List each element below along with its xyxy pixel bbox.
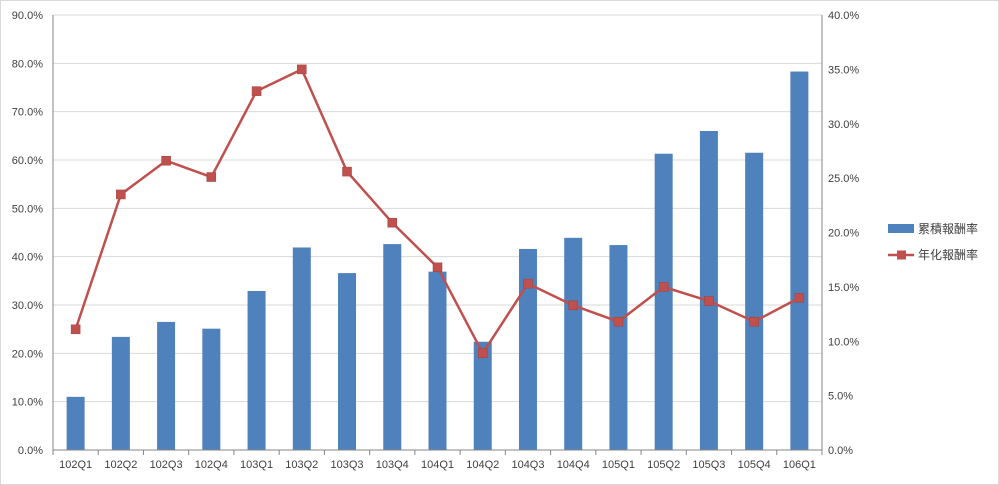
y-left-tick-label: 20.0% [12, 348, 43, 360]
y-left-tick-label: 80.0% [12, 58, 43, 70]
line-point [749, 316, 759, 327]
y-left-tick-label: 10.0% [12, 397, 43, 409]
x-tick-label: 103Q2 [285, 459, 318, 471]
line-point [704, 296, 714, 306]
y-right-tick-label: 15.0% [828, 282, 859, 294]
x-tick-label: 102Q3 [150, 459, 183, 471]
line-point [116, 189, 126, 200]
bar-series [66, 71, 809, 451]
x-tick-label: 103Q4 [376, 459, 409, 471]
line-point [161, 155, 171, 166]
bar [428, 271, 447, 450]
y-right-tick-label: 30.0% [828, 119, 859, 131]
y-left-tick-label: 40.0% [12, 252, 43, 264]
bar [338, 273, 357, 450]
y-right-tick-label: 0.0% [828, 445, 853, 457]
y-right-tick-label: 20.0% [828, 228, 859, 240]
line-point [251, 86, 262, 96]
y-right-tick-label: 40.0% [828, 10, 859, 22]
bar [609, 245, 628, 450]
bar [699, 131, 718, 450]
axes: 0.0% 10.0% 20.0% 30.0% 40.0% 50.0% 60.0% 70.0% 8… [12, 10, 860, 471]
x-tick-label: 104Q4 [557, 459, 590, 471]
x-tick-label: 104Q2 [466, 459, 499, 471]
x-tick-label: 104Q3 [511, 459, 544, 471]
y-right-tick-label: 25.0% [828, 173, 859, 185]
x-tick-label: 102Q2 [104, 459, 137, 471]
y-left-tick-label: 60.0% [12, 155, 43, 167]
x-tick-label: 105Q1 [602, 459, 635, 471]
bar [564, 237, 583, 450]
legend-swatch-bar [888, 224, 914, 233]
bar [473, 341, 492, 450]
bar [202, 328, 221, 450]
legend-label: 年化報酬率 [918, 247, 978, 262]
y-right-tick-label: 5.0% [828, 391, 853, 403]
bar [292, 247, 311, 450]
line-point [206, 172, 217, 182]
bar [66, 396, 85, 450]
legend-label: 累積報酬率 [918, 221, 978, 236]
x-tick-label: 102Q1 [59, 459, 92, 471]
line-series [70, 64, 805, 358]
y-left-tick-label: 50.0% [12, 203, 43, 215]
x-tick-label: 105Q2 [647, 459, 680, 471]
legend-swatch-marker [897, 250, 906, 260]
x-tick-label: 104Q1 [421, 459, 454, 471]
x-tick-label: 106Q1 [783, 459, 816, 471]
y-right-tick-label: 35.0% [828, 64, 859, 76]
x-tick-label: 105Q4 [738, 459, 771, 471]
line-point [794, 293, 805, 303]
x-tick-label: 105Q3 [692, 459, 725, 471]
y-left-tick-label: 70.0% [12, 107, 43, 119]
bar [383, 244, 402, 450]
line-point [387, 217, 398, 228]
bar [157, 321, 176, 450]
bar [654, 153, 673, 450]
bar [745, 152, 764, 450]
x-tick-label: 103Q1 [240, 459, 273, 471]
bar [247, 290, 266, 450]
line-point [658, 282, 669, 292]
bar [790, 71, 809, 451]
x-tick-label: 102Q4 [195, 459, 228, 471]
line-point [613, 316, 624, 327]
line-point [568, 300, 578, 311]
y-left-tick-label: 30.0% [12, 300, 43, 312]
y-left-tick-label: 90.0% [12, 10, 43, 22]
line-point [477, 348, 488, 358]
y-right-tick-label: 10.0% [828, 336, 859, 348]
bar [111, 336, 130, 450]
line-point [342, 166, 352, 177]
x-tick-label: 103Q3 [331, 459, 364, 471]
line-point [297, 64, 307, 75]
line-point [432, 262, 443, 273]
line-point [70, 324, 81, 335]
line-point [523, 278, 533, 289]
y-left-tick-label: 0.0% [18, 445, 43, 457]
bar [518, 248, 537, 450]
